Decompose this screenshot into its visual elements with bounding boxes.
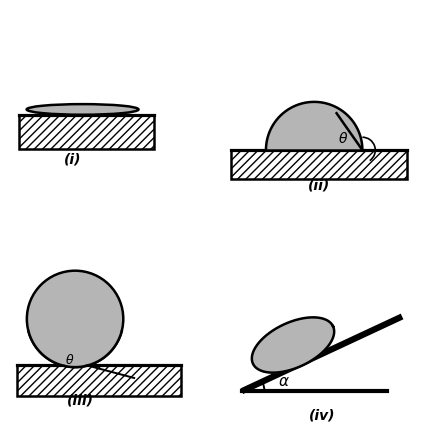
Ellipse shape (27, 104, 139, 115)
Polygon shape (252, 318, 334, 373)
Bar (17, 365, 181, 396)
Text: (iii): (iii) (67, 393, 94, 407)
Bar (19, 115, 154, 149)
Polygon shape (29, 331, 122, 367)
Text: $\alpha$: $\alpha$ (278, 374, 289, 389)
Text: (iv): (iv) (309, 408, 336, 422)
Text: $\theta$: $\theta$ (338, 131, 348, 146)
Polygon shape (266, 102, 362, 150)
Text: (i): (i) (64, 152, 82, 166)
Circle shape (27, 271, 123, 367)
Bar (231, 150, 407, 179)
Text: (ii): (ii) (308, 178, 330, 193)
Text: $\theta$: $\theta$ (64, 353, 74, 367)
